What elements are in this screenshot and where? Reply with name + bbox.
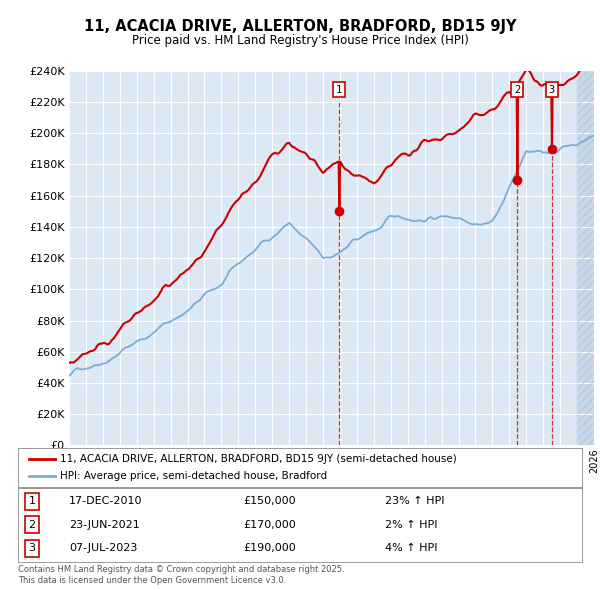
Text: 1: 1 (336, 84, 343, 94)
Text: 2: 2 (514, 84, 520, 94)
Text: 3: 3 (549, 84, 555, 94)
Bar (577, 71, 600, 445)
Text: Price paid vs. HM Land Registry's House Price Index (HPI): Price paid vs. HM Land Registry's House … (131, 34, 469, 47)
Text: Contains HM Land Registry data © Crown copyright and database right 2025.
This d: Contains HM Land Registry data © Crown c… (18, 565, 344, 585)
Text: 3: 3 (29, 543, 35, 553)
Text: £150,000: £150,000 (244, 496, 296, 506)
Text: 23% ↑ HPI: 23% ↑ HPI (385, 496, 444, 506)
Text: 4% ↑ HPI: 4% ↑ HPI (385, 543, 437, 553)
Text: 11, ACACIA DRIVE, ALLERTON, BRADFORD, BD15 9JY: 11, ACACIA DRIVE, ALLERTON, BRADFORD, BD… (84, 19, 516, 34)
Text: £190,000: £190,000 (244, 543, 296, 553)
Text: 1: 1 (29, 496, 35, 506)
Text: 23-JUN-2021: 23-JUN-2021 (69, 520, 140, 530)
Text: 2: 2 (29, 520, 35, 530)
Text: £170,000: £170,000 (244, 520, 296, 530)
Text: 07-JUL-2023: 07-JUL-2023 (69, 543, 137, 553)
Text: 11, ACACIA DRIVE, ALLERTON, BRADFORD, BD15 9JY (semi-detached house): 11, ACACIA DRIVE, ALLERTON, BRADFORD, BD… (60, 454, 457, 464)
Bar (577, 71, 600, 445)
Text: HPI: Average price, semi-detached house, Bradford: HPI: Average price, semi-detached house,… (60, 471, 328, 481)
Text: 2% ↑ HPI: 2% ↑ HPI (385, 520, 437, 530)
Text: 17-DEC-2010: 17-DEC-2010 (69, 496, 142, 506)
